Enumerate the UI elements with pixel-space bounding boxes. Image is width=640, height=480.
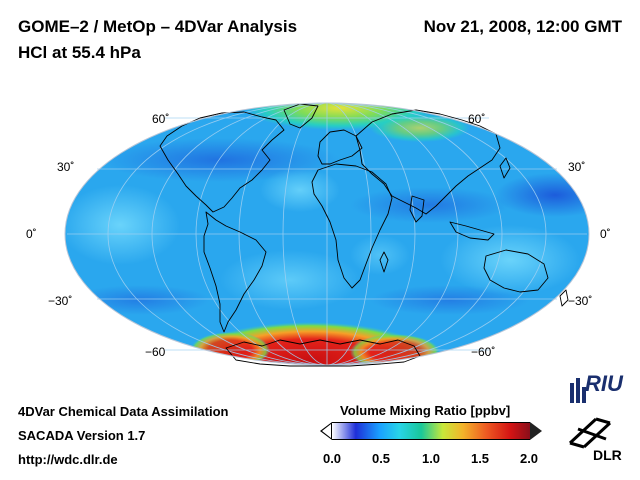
riu-logo-text: RIU (585, 371, 623, 396)
map-outline (64, 102, 590, 366)
lat-label-30s-right: −30˚ (568, 294, 593, 308)
colorbar-title: Volume Mixing Ratio [ppbv] (340, 403, 511, 418)
dlr-logo-text: DLR (593, 447, 622, 463)
coastline-india (409, 195, 425, 223)
dlr-logo-icon (568, 417, 612, 449)
coastline-japan (499, 157, 511, 179)
footer-url: http://wdc.dlr.de (18, 452, 118, 467)
riu-logo-icon (570, 378, 586, 403)
map-subtitle: HCl at 55.4 hPa (18, 43, 141, 62)
coastline-asia (355, 109, 501, 215)
coastline-antarctica (225, 339, 421, 367)
footer-line-1: 4DVar Chemical Data Assimilation (18, 404, 229, 419)
coastline-africa (311, 163, 393, 289)
lat-label-60n-left: 60˚ (152, 112, 170, 126)
colorbar-tick-2: 1.0 (421, 451, 441, 466)
map-datetime: Nov 21, 2008, 12:00 GMT (423, 17, 622, 36)
coastline-europe (317, 129, 363, 165)
coastline-indonesia (449, 221, 495, 241)
map-field (65, 103, 589, 365)
colorbar-min-arrow (320, 422, 332, 440)
coastline-new-zealand (559, 289, 569, 307)
map-title: GOME–2 / MetOp – 4DVar Analysis (18, 17, 298, 36)
lat-label-60s-left: −60 (145, 345, 166, 359)
colorbar-tick-3: 1.5 (470, 451, 490, 466)
colorbar-max-arrow (530, 422, 542, 440)
colorbar-tick-1: 0.5 (371, 451, 391, 466)
coastline-madagascar (379, 251, 389, 273)
lat-label-30s-left: −30˚ (48, 294, 73, 308)
lat-label-0-left: 0˚ (26, 227, 37, 241)
coastlines (159, 103, 569, 367)
coastline-north-america (159, 111, 285, 213)
colorbar-tick-4: 2.0 (519, 451, 539, 466)
colorbar-tick-0: 0.0 (322, 451, 342, 466)
coastline-australia (483, 249, 549, 293)
footer-line-2: SACADA Version 1.7 (18, 428, 146, 443)
coastline-south-america (203, 211, 267, 333)
lat-label-60n-right: 60˚ (468, 112, 486, 126)
lat-label-0-right: 0˚ (600, 227, 611, 241)
lat-label-60s-right: −60˚ (471, 345, 496, 359)
colorbar (332, 422, 530, 440)
lat-label-30n-left: 30˚ (57, 160, 75, 174)
lat-label-30n-right: 30˚ (568, 160, 586, 174)
